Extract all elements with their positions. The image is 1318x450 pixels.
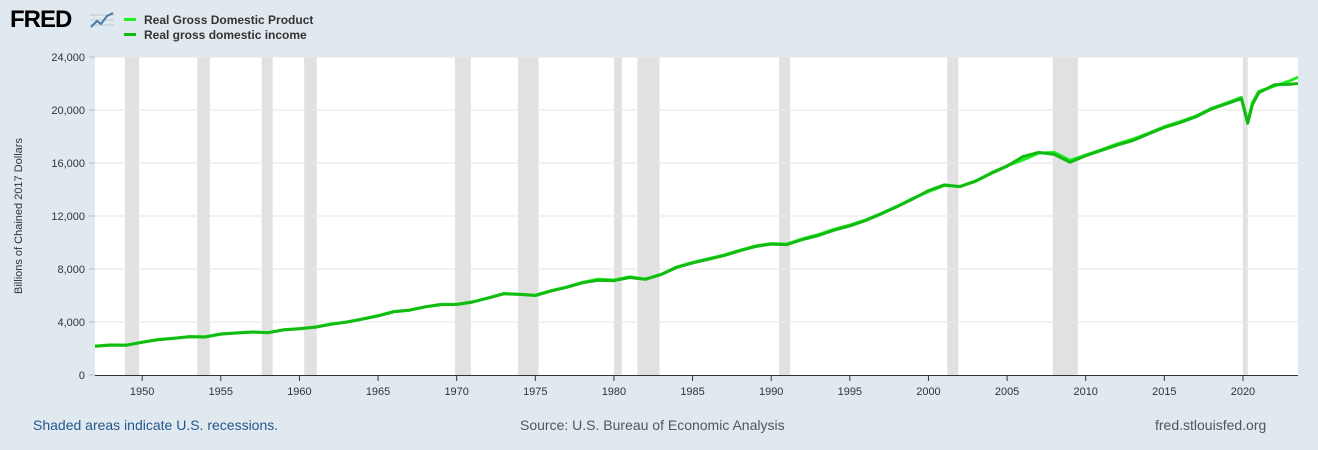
fred-logo[interactable]: FRED <box>10 6 72 33</box>
legend-swatch-gdi <box>124 33 136 36</box>
series-line-gdi[interactable] <box>94 82 1299 348</box>
x-tick-label: 2000 <box>916 386 940 398</box>
y-tick-label: 12,000 <box>51 211 85 223</box>
y-tick-label: 20,000 <box>51 105 85 117</box>
x-tick-label: 1985 <box>680 386 704 398</box>
legend-item-gdp[interactable]: Real Gross Domestic Product <box>124 12 313 27</box>
legend-label-gdp: Real Gross Domestic Product <box>144 12 314 27</box>
chart-legend: Real Gross Domestic Product Real gross d… <box>124 12 313 42</box>
x-tick-label: 2015 <box>1152 386 1176 398</box>
source-note: Source: U.S. Bureau of Economic Analysis <box>520 417 785 433</box>
y-tick-label: 0 <box>79 370 85 382</box>
y-tick-label: 4,000 <box>57 317 85 329</box>
trend-chart-icon <box>90 10 114 30</box>
x-tick-label: 1950 <box>130 386 154 398</box>
legend-item-gdi[interactable]: Real gross domestic income <box>124 27 313 42</box>
x-tick-label: 1970 <box>444 386 468 398</box>
y-tick-label: 16,000 <box>51 158 85 170</box>
x-tick-label: 2020 <box>1231 386 1255 398</box>
x-tick-label: 1965 <box>366 386 390 398</box>
x-tick-label: 1980 <box>602 386 626 398</box>
legend-swatch-gdp <box>124 18 136 21</box>
legend-label-gdi: Real gross domestic income <box>144 27 307 42</box>
x-tick-label: 1990 <box>759 386 783 398</box>
x-tick-label: 2010 <box>1073 386 1097 398</box>
y-tick-label: 8,000 <box>57 264 85 276</box>
site-link[interactable]: fred.stlouisfed.org <box>1155 417 1267 433</box>
recession-note: Shaded areas indicate U.S. recessions. <box>33 417 279 433</box>
y-axis-label: Billions of Chained 2017 Dollars <box>13 138 25 294</box>
x-tick-label: 1960 <box>287 386 311 398</box>
x-tick-label: 1955 <box>209 386 233 398</box>
x-tick-label: 2005 <box>995 386 1019 398</box>
x-tick-label: 1995 <box>838 386 862 398</box>
x-tick-label: 1975 <box>523 386 547 398</box>
y-tick-label: 24,000 <box>51 52 85 64</box>
